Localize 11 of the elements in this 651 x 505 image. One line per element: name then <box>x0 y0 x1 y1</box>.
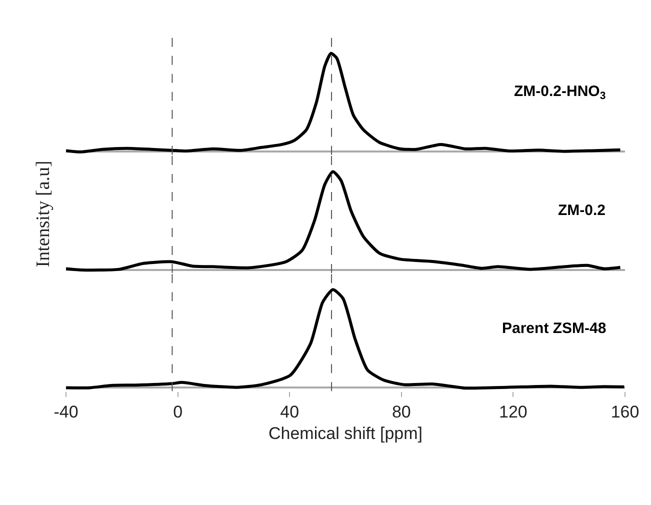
x-tick-label: -40 <box>54 402 78 422</box>
text: ZM-0.2 <box>558 202 606 219</box>
y-axis-title: Intensity [a.u] <box>32 160 54 268</box>
x-tick-label: 0 <box>173 402 183 422</box>
text: Parent ZSM-48 <box>502 320 606 337</box>
text: ZM-0.2-HNO$_{3}$ <box>514 83 606 102</box>
x-tick-label: 120 <box>499 402 528 422</box>
x-tick-label: 40 <box>280 402 300 422</box>
x-tick-label: 80 <box>392 402 411 422</box>
x-tick-label: 160 <box>610 402 640 422</box>
x-axis-title: Chemical shift [ppm] <box>268 424 422 443</box>
